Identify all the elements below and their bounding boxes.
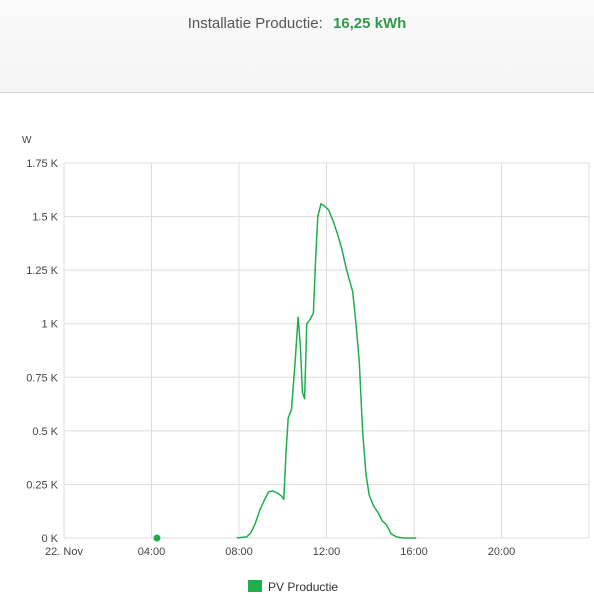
y-tick-label-5: 1.25 K xyxy=(26,265,58,277)
header-bar: Installatie Productie: 16,25 kWh xyxy=(0,0,594,93)
x-tick-label-2: 08:00 xyxy=(225,546,253,558)
production-value: 16,25 kWh xyxy=(332,15,407,32)
legend-label-pv-productie: PV Productie xyxy=(268,580,338,594)
y-tick-label-3: 0.75 K xyxy=(26,372,58,384)
y-axis-ticks: 0 K 0.25 K 0.5 K 0.75 K 1 K 1.25 K 1.5 K 1.75 K xyxy=(26,158,58,545)
x-tick-label-5: 20:00 xyxy=(488,546,516,558)
chart-grid xyxy=(63,162,590,539)
series-marker-point[interactable] xyxy=(153,534,161,542)
x-tick-label-4: 16:00 xyxy=(400,546,428,558)
y-tick-label-4: 1 K xyxy=(41,319,58,331)
legend-swatch-pv-productie xyxy=(248,580,262,592)
y-axis-label: W xyxy=(22,135,32,146)
y-tick-label-2: 0.5 K xyxy=(32,426,58,438)
x-tick-label-1: 04:00 xyxy=(138,546,166,558)
x-axis-ticks: 22. Nov 04:00 08:00 12:00 16:00 20:00 xyxy=(45,546,515,558)
chart-legend[interactable]: PV Productie xyxy=(248,580,338,594)
y-tick-label-7: 1.75 K xyxy=(26,158,58,170)
x-tick-label-0: 22. Nov xyxy=(45,546,83,558)
y-tick-label-0: 0 K xyxy=(41,533,58,545)
x-tick-label-3: 12:00 xyxy=(313,546,341,558)
production-summary: Installatie Productie: 16,25 kWh xyxy=(0,15,594,32)
series-line-pv-productie xyxy=(236,202,417,539)
y-tick-label-6: 1.5 K xyxy=(32,212,58,224)
y-tick-label-1: 0.25 K xyxy=(26,479,58,491)
production-label: Installatie Productie: xyxy=(187,15,323,32)
